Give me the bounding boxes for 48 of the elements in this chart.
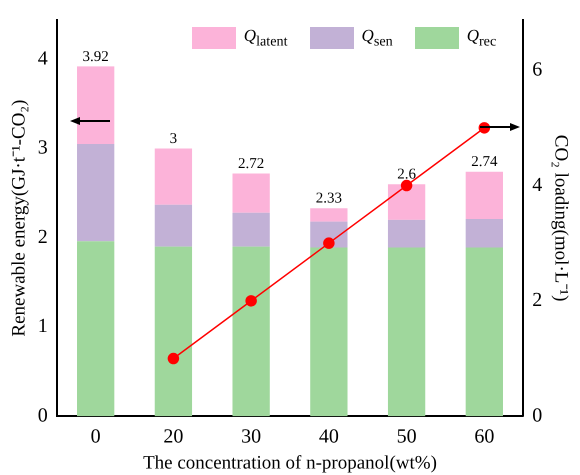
- y-tick-label: 1: [38, 315, 48, 338]
- total-label: 2.33: [316, 190, 342, 207]
- bar: [466, 218, 503, 248]
- total-label: 2.74: [471, 154, 498, 170]
- total-label: 3.92: [82, 48, 109, 65]
- bar: [232, 246, 270, 416]
- total-label: 2.6: [397, 166, 416, 183]
- y-tick-label: 4: [38, 48, 48, 70]
- y2-tick-label: 0: [532, 404, 542, 426]
- bar: [388, 220, 426, 248]
- bar: [466, 248, 503, 416]
- legend-label: Q$_{latent}$: [244, 26, 288, 50]
- x-tick-label: 0: [90, 425, 101, 448]
- x-tick-label: 20: [163, 425, 184, 448]
- total-label: 3: [170, 130, 178, 147]
- y2-tick-label: 6: [532, 58, 542, 80]
- bar: [77, 144, 114, 242]
- bar: [154, 148, 192, 205]
- x-tick-label: 50: [396, 425, 417, 448]
- bar: [232, 212, 270, 247]
- x-tick-label: 60: [474, 425, 494, 448]
- legend-label: Q$_{rec}$: [466, 26, 496, 50]
- x-tick-label: 30: [241, 425, 262, 448]
- x-tick-label: 40: [318, 425, 339, 448]
- y-tick-label: 0: [38, 404, 48, 426]
- y-tick-label: 2: [38, 226, 48, 248]
- bar: [77, 66, 114, 144]
- bar: [310, 248, 348, 416]
- total-label: 2.72: [238, 156, 264, 172]
- bar: [154, 246, 192, 416]
- y-tick-label: 3: [38, 136, 48, 159]
- y2-axis-title: CO₂ loading(mol·L⁻¹): [550, 134, 572, 302]
- point: [400, 180, 412, 192]
- bar: [466, 172, 503, 219]
- bar: [232, 173, 270, 213]
- bar: [388, 184, 426, 220]
- point: [323, 237, 335, 249]
- x-axis-title: The concentration of n-propanol(wt%): [143, 452, 437, 474]
- point: [168, 352, 180, 364]
- bar: [154, 204, 192, 247]
- legend-label: Q$_{sen}$: [362, 26, 393, 50]
- bar: [77, 241, 114, 416]
- point: [245, 295, 257, 307]
- y2-tick-label: 2: [532, 289, 542, 312]
- bar: [310, 208, 348, 222]
- y-axis-title: Renewable energy(GJ·t⁻¹-CO₂): [8, 100, 30, 337]
- bar: [388, 248, 426, 416]
- y2-tick-label: 4: [532, 174, 542, 196]
